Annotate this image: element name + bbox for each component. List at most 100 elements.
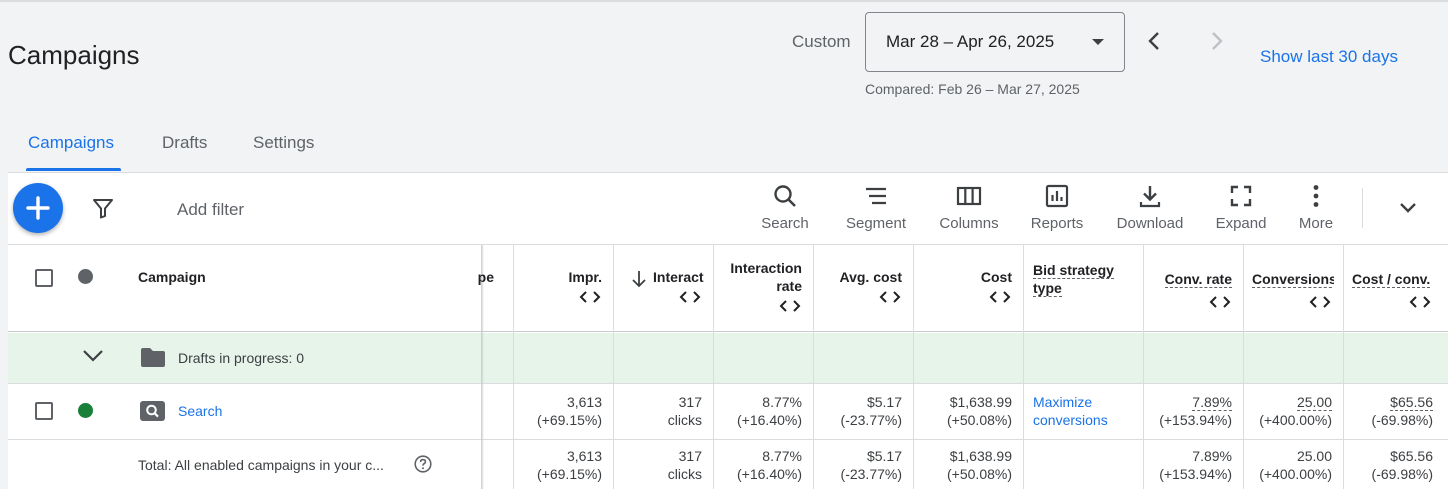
total-avg-cost-change: (-23.77%) [840,466,902,482]
select-all-checkbox[interactable] [35,269,53,287]
reorder-icon[interactable] [579,290,601,304]
avg-cost-cell: $5.17 (-23.77%) [816,393,902,429]
reorder-icon[interactable] [1209,295,1231,309]
total-cost-change: (+50.08%) [947,466,1012,482]
column-divider [913,245,914,489]
total-cost-per-conv-value: $65.56 [1390,448,1433,464]
total-interaction-rate-value: 8.77% [762,448,802,464]
interaction-rate-change: (+16.40%) [737,412,802,428]
column-header-conversions-text: Conversions [1252,271,1334,288]
search-campaign-type-icon [140,401,165,421]
column-divider [613,245,614,489]
date-range-mode-label: Custom [792,32,851,51]
expand-drafts-chevron-icon[interactable] [82,348,104,364]
compared-range: Compared: Feb 26 – Mar 27, 2025 [865,81,1080,97]
total-impressions-value: 3,613 [566,448,602,464]
search-tool-button[interactable]: Search [755,183,815,237]
column-divider [1143,245,1144,489]
impressions-value: 3,613 [566,394,602,410]
total-row-label: Total: All enabled campaigns in your c..… [138,457,384,473]
reports-tool-button[interactable]: Reports [1027,183,1087,237]
enabled-status-icon[interactable] [78,403,93,418]
tab-campaigns[interactable]: Campaigns [28,133,114,152]
bid-strategy-line2: conversions [1033,412,1108,428]
date-range-picker[interactable]: Mar 28 – Apr 26, 2025 [865,12,1125,72]
total-conv-rate-change: (+153.94%) [1159,466,1232,482]
reorder-icon[interactable] [1409,295,1431,309]
arrow-down-icon [632,271,646,288]
more-vert-icon [1313,185,1319,207]
reorder-icon[interactable] [1309,295,1331,309]
conv-rate-value: 7.89% [1192,394,1232,411]
column-header-conversions[interactable]: Conversions [1252,270,1334,288]
conversions-value: 25.00 [1296,394,1332,411]
column-header-impressions[interactable]: Impr. [568,269,602,285]
column-header-conv-rate-text: Conv. rate [1164,271,1232,288]
column-header-campaign[interactable]: Campaign [138,269,206,285]
total-conversions-change: (+400.00%) [1259,466,1332,482]
column-header-bid-strategy-line2: type [1033,280,1062,297]
interaction-rate-cell: 8.77% (+16.40%) [716,393,802,429]
status-filter-icon[interactable] [78,269,93,284]
total-interaction-rate-change: (+16.40%) [737,466,802,482]
column-header-cost-per-conv-text: Cost / conv. [1352,271,1431,288]
table-header-bottom-border [8,331,1448,332]
column-header-avg-cost[interactable]: Avg. cost [839,269,903,285]
total-conv-rate-cell: 7.89% (+153.94%) [1146,447,1232,483]
filter-icon[interactable] [91,196,115,220]
column-divider [1023,245,1024,489]
reorder-icon[interactable] [679,290,701,304]
reorder-icon[interactable] [989,290,1011,304]
chevron-down-icon[interactable] [1398,198,1418,218]
cost-cell: $1,638.99 (+50.08%) [916,393,1012,429]
reorder-icon[interactable] [779,299,801,313]
column-header-cost-per-conv[interactable]: Cost / conv. [1352,270,1431,288]
segment-tool-label: Segment [845,215,907,232]
folder-icon [141,348,165,367]
add-campaign-button[interactable] [13,183,63,233]
column-header-type-partial[interactable]: pe [477,269,494,285]
columns-tool-button[interactable]: Columns [935,183,1003,237]
conversions-cell: 25.00 (+400.00%) [1246,393,1332,429]
download-tool-button[interactable]: Download [1112,183,1188,237]
expand-tool-button[interactable]: Expand [1211,183,1271,237]
chevron-right-icon[interactable] [1205,30,1227,52]
row-divider [8,383,1448,384]
bid-strategy-link[interactable]: Maximize conversions [1033,393,1108,429]
bid-strategy-line1: Maximize [1033,394,1093,410]
reports-icon [1045,184,1069,208]
total-conv-rate-value: 7.89% [1192,448,1232,464]
campaign-name-link[interactable]: Search [178,403,223,419]
total-cost-per-conv-cell: $65.56 (-69.98%) [1346,447,1433,483]
tab-settings[interactable]: Settings [253,133,315,152]
column-header-bid-strategy-line1: Bid strategy [1033,262,1114,279]
column-header-interaction-rate[interactable]: Interaction rate [718,259,802,295]
show-last-30-days-link[interactable]: Show last 30 days [1260,47,1398,66]
more-tool-button[interactable]: More [1293,183,1339,237]
reorder-icon[interactable] [879,290,901,304]
row-checkbox[interactable] [35,402,53,420]
segment-tool-button[interactable]: Segment [842,183,910,237]
tab-drafts[interactable]: Drafts [162,133,208,152]
add-filter-button[interactable]: Add filter [177,200,245,219]
total-avg-cost-value: $5.17 [866,448,902,464]
column-divider [1343,245,1344,489]
page-title: Campaigns [8,40,140,70]
conv-rate-cell: 7.89% (+153.94%) [1146,393,1232,429]
table-header-top-border [8,244,1448,245]
total-interactions-value: 317 [678,448,702,464]
caret-down-icon [1092,39,1104,45]
total-impressions-cell: 3,613 (+69.15%) [516,447,602,483]
column-header-conv-rate[interactable]: Conv. rate [1148,270,1232,288]
cost-per-conv-change: (-69.98%) [1371,412,1433,428]
column-header-bid-strategy-type[interactable]: Bid strategy type [1033,261,1114,297]
chevron-left-icon[interactable] [1144,30,1166,52]
download-tool-label: Download [1116,215,1184,232]
drafts-in-progress-label[interactable]: Drafts in progress: 0 [178,350,305,366]
help-icon[interactable] [414,455,432,473]
active-tab-indicator [26,168,121,171]
total-interactions-cell: 317 clicks [616,447,702,483]
columns-tool-label: Columns [939,215,999,232]
column-header-interactions[interactable]: Interact [653,269,704,285]
column-header-cost[interactable]: Cost [980,269,1012,285]
